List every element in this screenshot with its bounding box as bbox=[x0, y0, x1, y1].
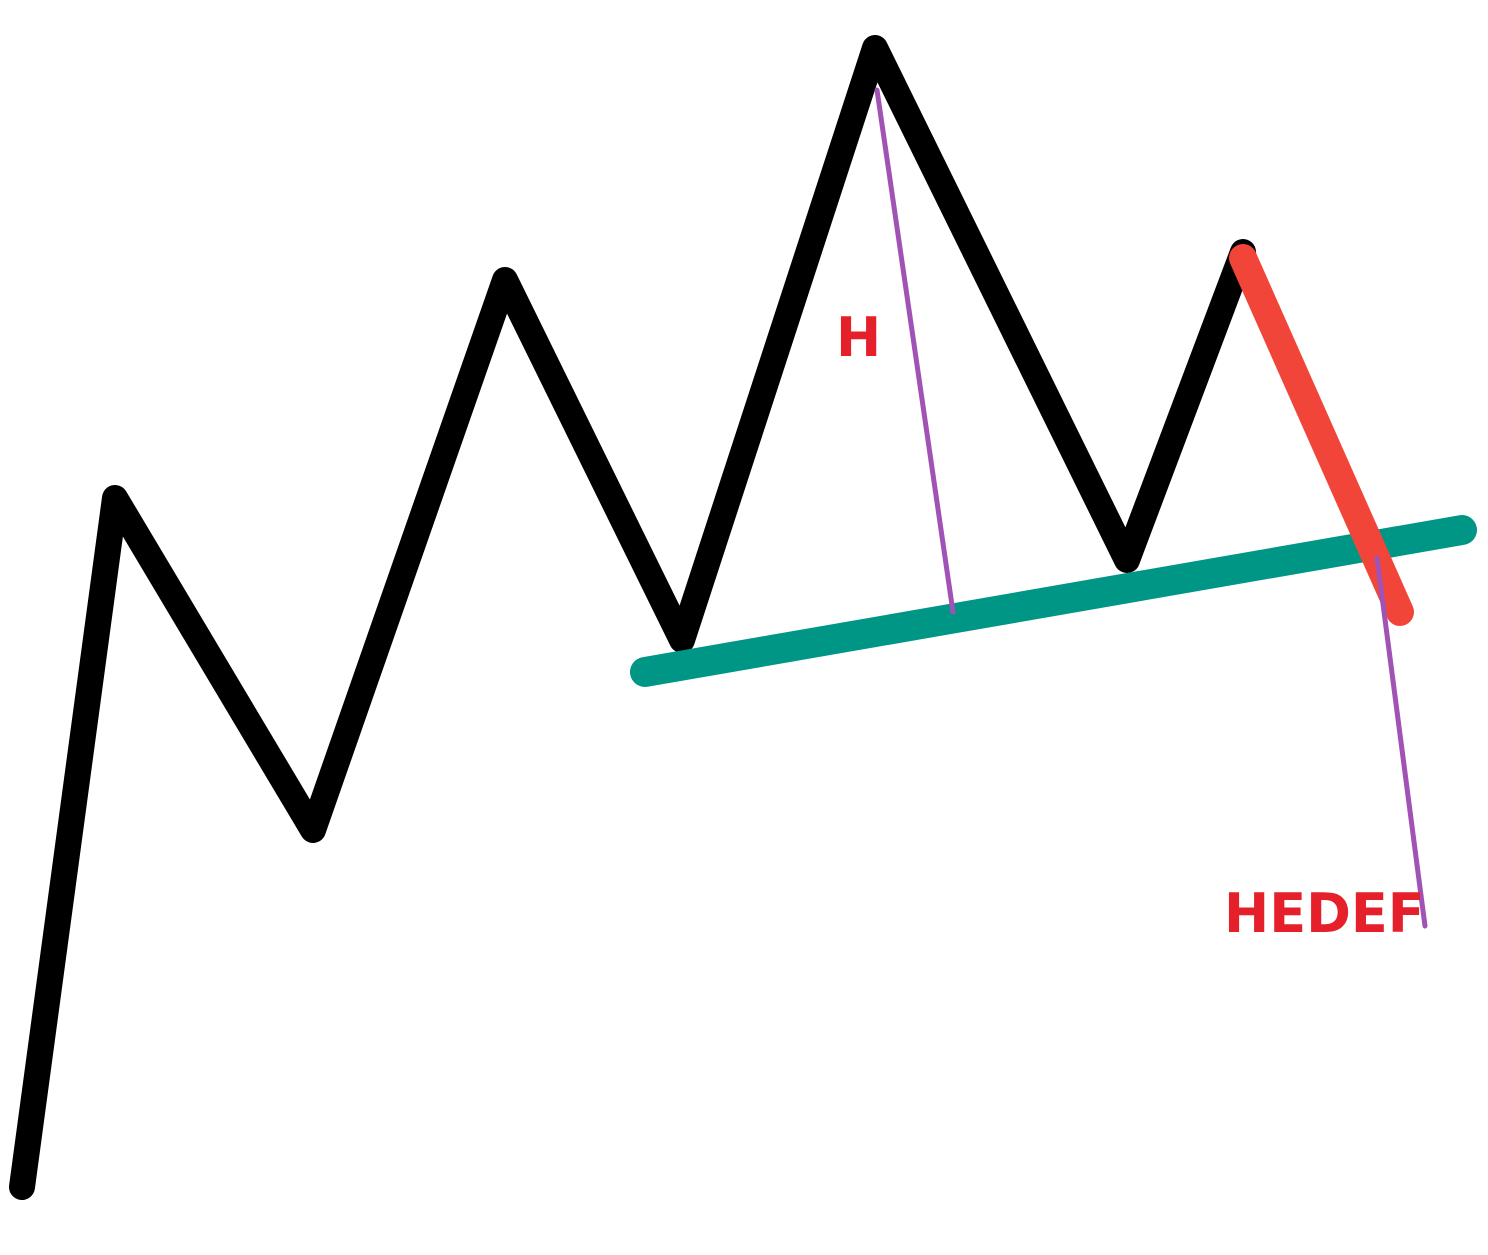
height-label: H bbox=[836, 306, 881, 369]
height-measure-line bbox=[874, 87, 956, 615]
breakdown-line bbox=[1229, 244, 1414, 626]
price-line bbox=[9, 35, 1256, 1200]
neckline bbox=[630, 515, 1477, 687]
target-label: HEDEF bbox=[1224, 882, 1425, 945]
target-measure-line bbox=[1374, 555, 1428, 929]
